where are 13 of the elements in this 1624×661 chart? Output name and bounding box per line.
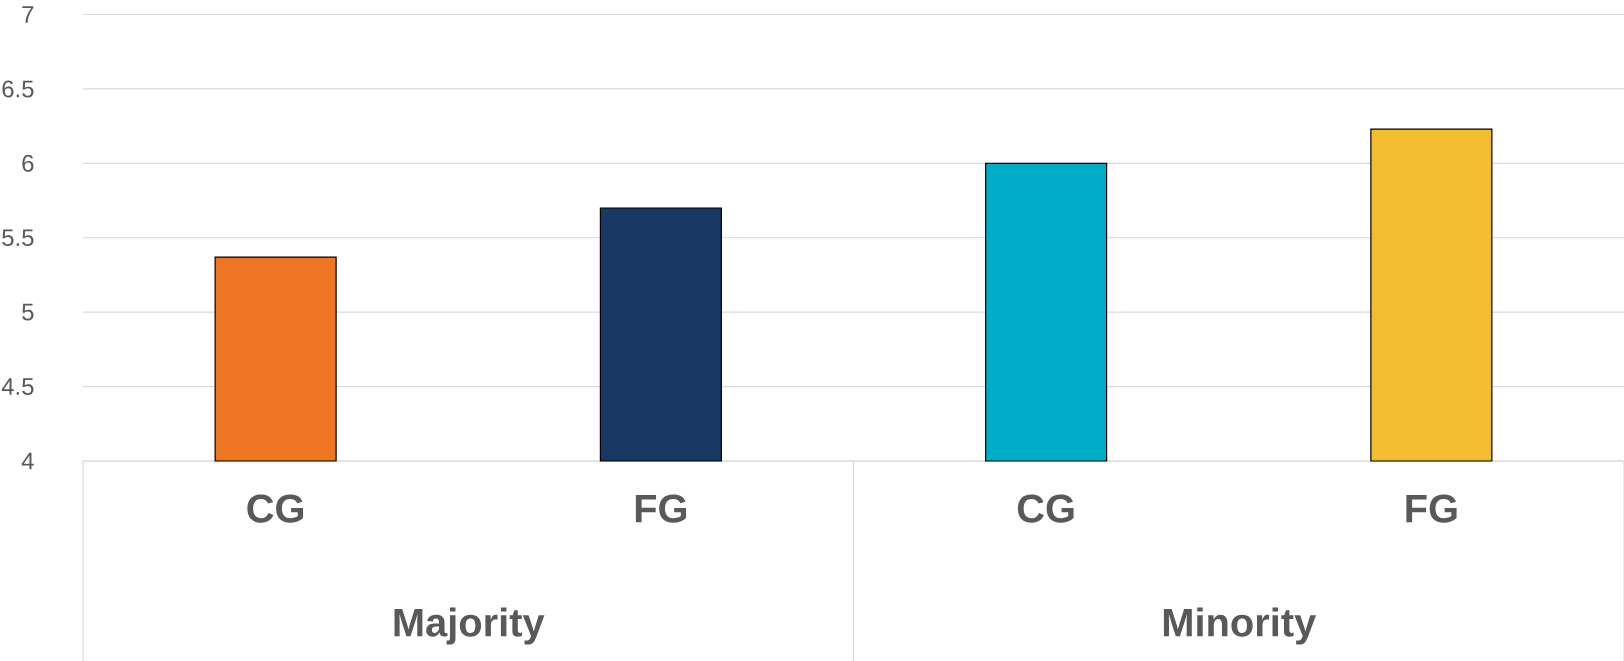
y-tick-label: 6 [22, 154, 34, 172]
x-tick-label: CG [1017, 494, 1074, 523]
y-tick-label: 7 [22, 6, 34, 23]
text: Majority [394, 607, 545, 645]
y-tick-label: 4 [21, 452, 34, 470]
x-tick-label: FG [1406, 494, 1457, 523]
y-tick-label: 4.5 [1, 378, 34, 395]
y-tick-label: 5 [22, 303, 34, 321]
y-tick-label: 5.5 [2, 229, 34, 247]
x-tick-label: CG [247, 494, 304, 523]
y-tick-label: 6.5 [2, 80, 34, 98]
text: Minority [1163, 607, 1317, 645]
x-tick-label: FG [635, 494, 687, 523]
